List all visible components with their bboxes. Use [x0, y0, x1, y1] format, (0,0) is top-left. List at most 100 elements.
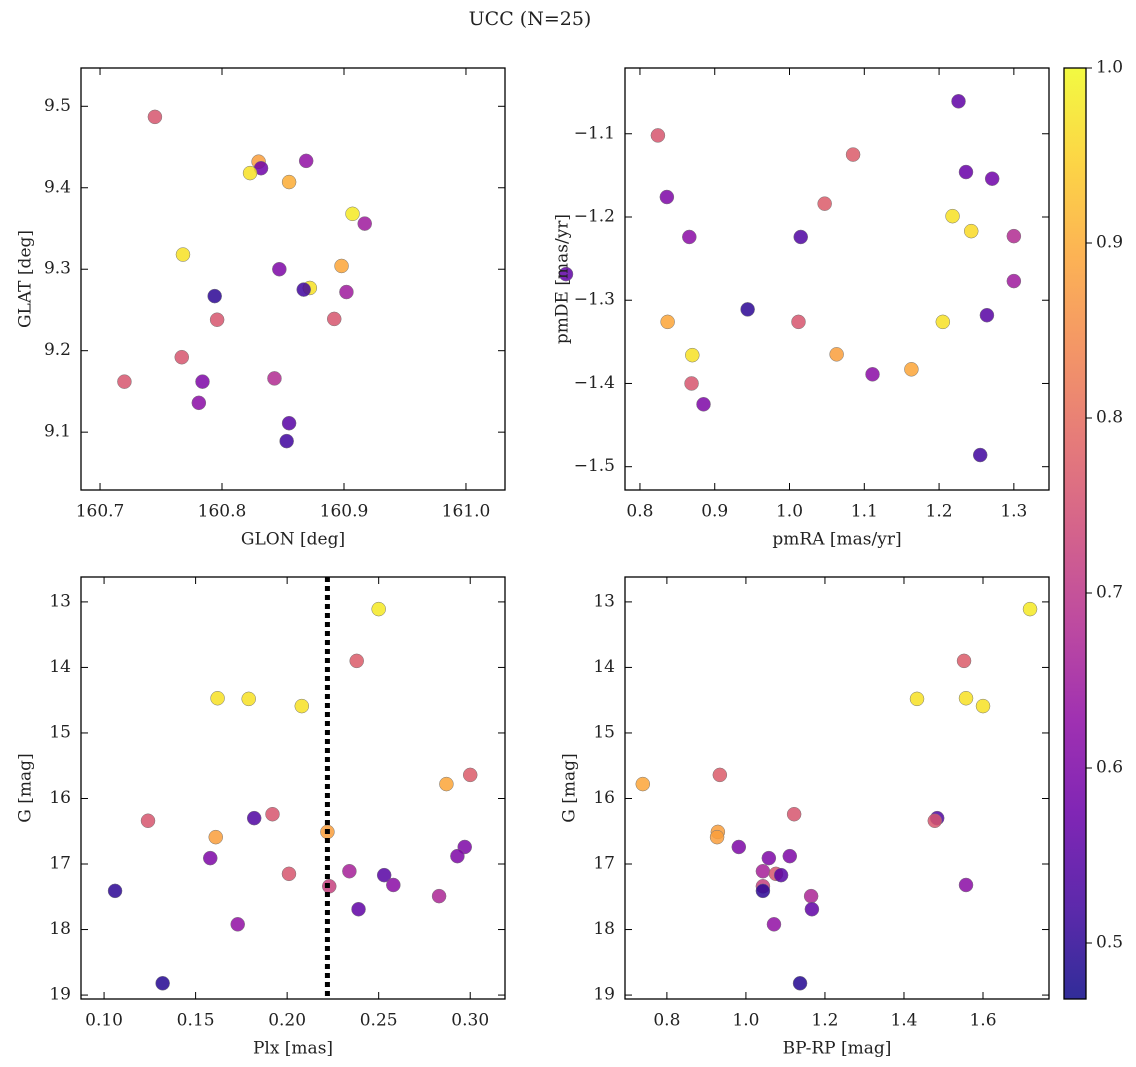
y-tick-label: 15 — [49, 722, 71, 742]
x-tick-label: 1.1 — [851, 502, 878, 522]
y-axis-label: GLAT [deg] — [16, 230, 36, 328]
point — [793, 229, 808, 245]
x-tick-label: 1.3 — [1000, 502, 1027, 522]
point — [371, 601, 386, 617]
point — [207, 288, 222, 304]
point — [386, 877, 401, 893]
point — [935, 314, 951, 330]
point — [817, 196, 832, 211]
point — [242, 165, 258, 181]
point — [175, 247, 191, 262]
point — [345, 206, 360, 222]
point — [203, 850, 218, 866]
y-tick-label: 18 — [49, 919, 71, 939]
point — [786, 806, 802, 822]
colorbar-tick-label: 0.8 — [1096, 408, 1123, 428]
y-tick-label: −1.4 — [574, 373, 615, 393]
point — [191, 395, 207, 411]
point — [792, 976, 808, 991]
colorbar-tick-label: 0.9 — [1096, 233, 1123, 253]
y-tick-label: −1.2 — [574, 206, 615, 226]
plot-frame — [624, 576, 1050, 1000]
point — [1022, 601, 1038, 617]
x-tick-label: 0.25 — [360, 1011, 398, 1031]
point — [195, 374, 210, 389]
y-tick-label: 16 — [593, 788, 615, 808]
point — [984, 171, 1000, 186]
x-tick-label: 160.8 — [198, 502, 247, 522]
figure-title: UCC (N=25) — [469, 8, 592, 30]
point — [107, 883, 123, 899]
y-tick-label: 16 — [49, 788, 71, 808]
point — [660, 314, 675, 330]
point — [1006, 273, 1022, 289]
point — [431, 888, 447, 904]
point — [342, 863, 357, 879]
x-tick-label: 0.9 — [701, 502, 728, 522]
point — [865, 367, 880, 382]
y-tick-label: 9.4 — [44, 177, 71, 197]
y-tick-label: 14 — [593, 657, 615, 677]
x-tick-label: 161.0 — [442, 502, 491, 522]
y-tick-label: −1.3 — [574, 290, 615, 310]
point — [696, 397, 711, 412]
point — [351, 901, 366, 917]
point — [951, 94, 966, 109]
point — [761, 850, 777, 866]
point — [685, 347, 700, 363]
point — [267, 371, 282, 386]
point — [140, 813, 156, 829]
point — [927, 813, 943, 829]
y-tick-label: 9.5 — [44, 96, 71, 116]
point — [326, 311, 342, 327]
point — [755, 883, 771, 899]
point — [339, 284, 354, 300]
point — [804, 901, 820, 917]
y-tick-label: 9.1 — [44, 422, 71, 442]
y-tick-label: 17 — [593, 854, 615, 874]
point — [766, 917, 782, 932]
point — [975, 698, 991, 714]
point — [829, 347, 844, 362]
colorbar-tick-label: 0.6 — [1096, 758, 1123, 778]
point — [979, 307, 995, 323]
point — [650, 128, 666, 143]
point — [349, 653, 364, 669]
point — [174, 349, 190, 365]
point — [972, 447, 988, 463]
x-tick-label: 1.4 — [890, 1011, 917, 1031]
x-axis-label: pmRA [mas/yr] — [772, 530, 901, 550]
colorbar-tick-label: 0.5 — [1096, 933, 1123, 953]
point — [230, 917, 245, 932]
point — [958, 164, 974, 180]
point — [209, 312, 225, 327]
point — [635, 776, 651, 792]
point — [117, 374, 132, 389]
x-tick-label: 0.15 — [177, 1011, 215, 1031]
point — [709, 829, 725, 845]
point — [909, 691, 925, 707]
point — [956, 653, 972, 669]
y-tick-label: 9.3 — [44, 259, 71, 279]
x-tick-label: 0.20 — [268, 1011, 306, 1031]
point — [1006, 228, 1022, 244]
colorbar-tick-label: 0.7 — [1096, 583, 1123, 603]
point — [272, 261, 287, 277]
point — [845, 147, 861, 162]
point — [281, 866, 297, 882]
point — [294, 698, 310, 714]
colorbar — [1063, 67, 1087, 1000]
point — [462, 767, 478, 783]
x-tick-label: 0.10 — [85, 1011, 123, 1031]
x-tick-label: 1.0 — [776, 502, 803, 522]
point — [773, 867, 789, 883]
x-tick-label: 0.30 — [451, 1011, 489, 1031]
y-tick-label: 9.2 — [44, 340, 71, 360]
y-tick-label: −1.1 — [574, 123, 615, 143]
point — [684, 376, 699, 391]
y-tick-label: 15 — [593, 722, 615, 742]
point — [241, 691, 256, 707]
y-tick-label: 13 — [593, 591, 615, 611]
point — [958, 877, 974, 893]
point — [265, 806, 280, 822]
